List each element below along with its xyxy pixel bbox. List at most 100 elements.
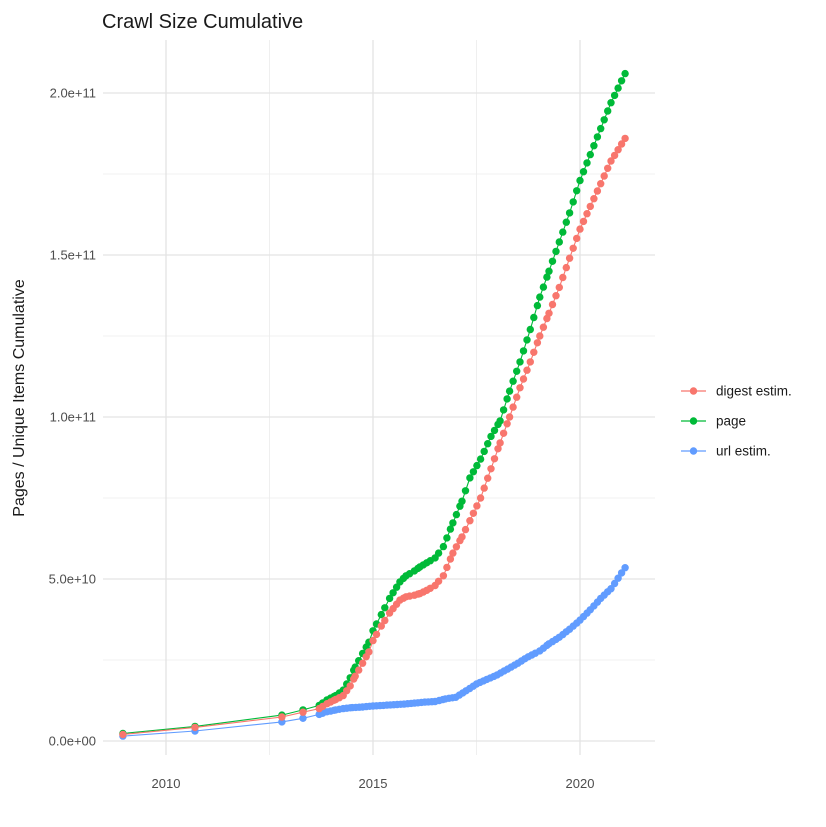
data-point [576,225,584,233]
y-axis-tick-labels: 0.0e+00 5.0e+10 1.0e+11 1.5e+11 2.0e+11 [49,86,96,749]
data-point [559,273,567,282]
data-point [473,461,481,470]
data-point [617,77,626,85]
data-point [583,159,591,167]
data-point [476,455,485,463]
x-tick-label: 2015 [359,776,388,791]
legend-label: page [716,414,746,429]
gridlines-minor [103,40,655,755]
data-point [449,519,457,527]
legend-key-point [689,447,698,455]
data-point [358,659,367,667]
data-point [579,168,588,176]
data-point [552,292,560,300]
data-point [119,730,127,739]
data-point [449,549,457,557]
data-point [579,217,588,226]
data-point [434,577,443,585]
data-point [452,510,461,519]
data-point [562,218,570,226]
data-point [610,151,619,160]
data-point [583,210,591,218]
data-point [191,723,199,732]
data-point [513,367,521,375]
data-point [548,257,557,265]
data-point [590,142,598,150]
legend-label: digest estim. [716,384,792,399]
data-point [496,439,504,447]
data-point [593,133,602,141]
data-point [516,358,524,366]
data-point [586,202,594,211]
data-point [539,283,548,291]
legend-item-digest-estim: digest estim. [681,384,792,399]
legend-label: url estim. [716,444,771,459]
data-point [461,487,470,495]
legend-key-point [689,387,698,395]
data-point [539,323,548,331]
data-point [614,146,622,154]
data-point [439,572,448,580]
data-point [509,377,517,385]
data-point [503,420,511,428]
data-point [597,124,605,133]
data-point [536,293,544,301]
data-point [573,234,581,243]
y-tick-label: 1.5e+11 [50,248,96,263]
legend-item-url-estim: url estim. [681,444,771,459]
data-point [346,682,354,690]
data-point [466,474,474,482]
data-point [461,525,470,534]
data-point [617,140,626,148]
data-point [458,533,466,541]
data-point [452,543,461,551]
data-point [505,413,514,421]
data-point [607,99,615,107]
data-point [484,440,492,448]
legend-item-page: page [681,414,746,429]
data-point [519,375,528,383]
data-point [490,455,499,463]
data-point [526,358,534,366]
data-point [536,332,544,340]
data-point [604,164,612,172]
data-point [607,585,615,593]
data-point [621,134,629,143]
data-point [439,542,448,551]
data-point [381,616,389,625]
data-point [513,393,521,401]
data-point [496,417,504,425]
data-point [590,195,598,203]
data-point [372,630,381,639]
data-point [576,176,584,185]
data-point [562,263,570,272]
data-point [505,387,514,395]
data-point [443,563,451,572]
y-tick-label: 1.0e+11 [50,410,96,425]
data-point [369,636,377,645]
data-point [480,447,488,456]
data-point [466,517,474,525]
data-point [610,91,619,100]
data-point [299,708,307,716]
data-point [543,273,551,281]
y-tick-label: 2.0e+11 [50,86,96,101]
gridlines-major [103,40,655,755]
series-digest-estim [119,134,629,739]
data-point [621,564,629,572]
data-point [487,432,495,441]
data-point [469,468,478,476]
data-point [597,180,605,188]
data-point [377,610,385,619]
data-point [523,336,531,344]
x-axis-tick-labels: 2010 2015 2020 [152,776,595,791]
data-point [614,574,622,582]
data-point [490,426,499,435]
data-point [499,406,508,414]
data-point [469,509,478,517]
data-point [530,348,538,356]
data-point [392,583,401,591]
data-point [573,187,581,195]
